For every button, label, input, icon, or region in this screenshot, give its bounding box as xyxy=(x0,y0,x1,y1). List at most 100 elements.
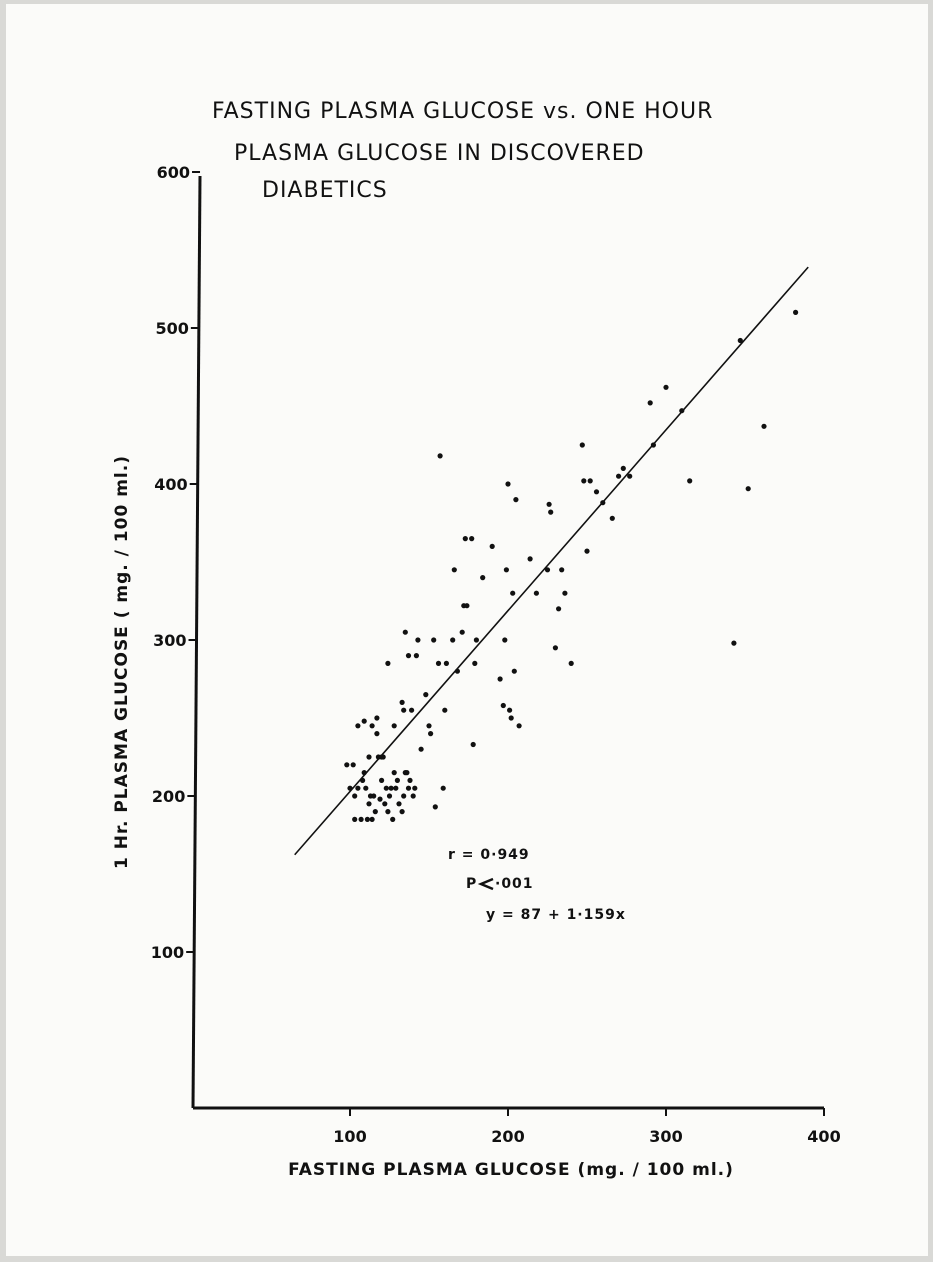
data-point xyxy=(377,796,383,802)
data-point xyxy=(443,660,449,667)
y-tick-label: 200 xyxy=(152,787,185,806)
data-point xyxy=(350,762,356,768)
data-point xyxy=(548,509,554,515)
data-point xyxy=(413,653,419,659)
y-axis-line xyxy=(191,175,202,1109)
data-point xyxy=(401,707,407,713)
data-point xyxy=(371,793,377,799)
data-point xyxy=(363,785,369,791)
x-tick-label: 300 xyxy=(649,1127,682,1146)
y-tick-group: 100 200 300 400 500 600 xyxy=(151,163,201,962)
data-point xyxy=(544,567,551,573)
data-point xyxy=(620,465,626,471)
data-point xyxy=(546,501,552,507)
data-point xyxy=(390,816,396,823)
data-point xyxy=(647,400,653,406)
data-point xyxy=(500,702,506,709)
data-point xyxy=(360,777,366,784)
data-point xyxy=(593,489,600,495)
data-point xyxy=(407,777,413,784)
data-point xyxy=(405,653,412,659)
data-point xyxy=(584,548,590,554)
data-point xyxy=(579,442,585,448)
data-point xyxy=(352,816,358,823)
data-point xyxy=(510,590,516,596)
data-point xyxy=(428,731,434,737)
data-point xyxy=(372,809,378,815)
data-point xyxy=(516,723,522,729)
data-point xyxy=(462,536,468,542)
p-prefix: P xyxy=(466,876,477,892)
data-point xyxy=(410,793,416,799)
data-point xyxy=(385,809,391,815)
data-point xyxy=(394,777,400,784)
data-point xyxy=(391,770,397,776)
data-point xyxy=(464,603,470,609)
data-point xyxy=(470,741,476,748)
data-point xyxy=(347,785,353,791)
regression-equation: y = 87 + 1·159x xyxy=(486,907,626,923)
data-point xyxy=(399,699,405,706)
data-point xyxy=(559,567,565,573)
data-point xyxy=(358,816,364,823)
data-point xyxy=(450,637,456,643)
y-tick-label: 300 xyxy=(153,631,186,650)
data-point xyxy=(650,442,657,448)
chart-title: FASTING PLASMA GLUCOSE vs. ONE HOUR PLAS… xyxy=(212,99,713,203)
x-tick-label: 400 xyxy=(807,1127,840,1146)
data-point xyxy=(508,715,514,721)
title-line-1: FASTING PLASMA GLUCOSE vs. ONE HOUR xyxy=(212,99,713,124)
data-point xyxy=(361,718,367,724)
y-axis-title: 1 Hr. PLASMA GLUCOSE ( mg. / 100 ml.) xyxy=(112,455,132,869)
x-axis-title: FASTING PLASMA GLUCOSE (mg. / 100 ml.) xyxy=(288,1160,734,1180)
data-points xyxy=(344,309,799,823)
data-point xyxy=(415,637,421,643)
data-point xyxy=(402,629,408,635)
data-point xyxy=(437,453,443,459)
data-point xyxy=(409,707,415,713)
data-point xyxy=(418,746,424,752)
data-point xyxy=(480,575,486,581)
x-tick-label: 200 xyxy=(491,1127,524,1146)
less-than-symbol xyxy=(477,877,494,891)
data-point xyxy=(513,497,519,503)
data-point xyxy=(401,793,407,799)
data-point xyxy=(568,660,574,667)
data-point xyxy=(505,481,511,487)
data-point xyxy=(497,676,503,682)
data-point xyxy=(679,408,685,414)
data-point xyxy=(379,777,385,784)
data-point xyxy=(440,785,446,791)
data-point xyxy=(361,770,367,776)
y-tick-label: 100 xyxy=(151,943,184,962)
data-point xyxy=(432,804,438,810)
data-point xyxy=(761,423,767,429)
data-point xyxy=(511,668,517,674)
data-point xyxy=(533,590,540,596)
data-point xyxy=(442,707,448,713)
data-point xyxy=(552,645,559,651)
data-point xyxy=(737,337,743,344)
data-point xyxy=(352,793,358,799)
y-tick-label: 600 xyxy=(157,163,190,182)
title-line-2: PLASMA GLUCOSE IN DISCOVERED xyxy=(234,141,645,166)
regression-line xyxy=(294,266,809,856)
data-point xyxy=(687,478,693,484)
p-value: ·001 xyxy=(495,876,534,892)
data-point xyxy=(369,723,375,729)
data-point xyxy=(383,785,389,791)
data-point xyxy=(469,536,475,542)
data-point xyxy=(489,543,495,550)
data-point xyxy=(473,637,479,643)
data-point xyxy=(431,637,437,643)
data-point xyxy=(364,816,370,823)
data-point xyxy=(556,606,562,612)
data-point xyxy=(355,785,361,791)
data-point xyxy=(374,731,380,737)
data-point xyxy=(435,660,442,667)
data-point xyxy=(527,556,533,562)
data-point xyxy=(399,809,405,815)
data-point xyxy=(600,500,606,506)
data-point xyxy=(502,637,508,643)
